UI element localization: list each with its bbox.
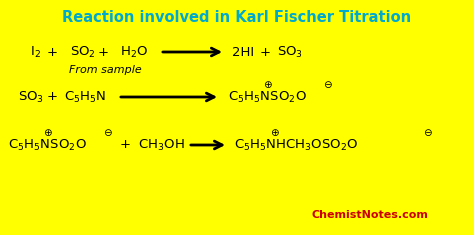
Text: H$_2$O: H$_2$O — [120, 44, 148, 59]
Text: +: + — [98, 46, 109, 59]
Text: +: + — [46, 90, 57, 103]
Text: From sample: From sample — [69, 65, 141, 75]
Text: SO$_3$: SO$_3$ — [277, 44, 303, 59]
Text: C$_5$H$_5$NHCH$_3$OSO$_2$O: C$_5$H$_5$NHCH$_3$OSO$_2$O — [234, 137, 358, 153]
Text: +: + — [46, 46, 57, 59]
Text: C$_5$H$_5$NSO$_2$O: C$_5$H$_5$NSO$_2$O — [228, 90, 307, 105]
Text: $\oplus$: $\oplus$ — [263, 79, 273, 90]
Text: $\ominus$: $\ominus$ — [103, 128, 113, 138]
Text: $\oplus$: $\oplus$ — [43, 128, 53, 138]
Text: $\ominus$: $\ominus$ — [423, 128, 433, 138]
Text: ChemistNotes.com: ChemistNotes.com — [311, 210, 428, 220]
Text: +: + — [259, 46, 271, 59]
Text: SO$_3$: SO$_3$ — [18, 90, 44, 105]
Text: Reaction involved in Karl Fischer Titration: Reaction involved in Karl Fischer Titrat… — [63, 9, 411, 24]
Text: I$_2$: I$_2$ — [30, 44, 41, 59]
Text: 2HI: 2HI — [232, 46, 254, 59]
Text: C$_5$H$_5$NSO$_2$O: C$_5$H$_5$NSO$_2$O — [8, 137, 87, 153]
Text: C$_5$H$_5$N: C$_5$H$_5$N — [64, 90, 107, 105]
Text: SO$_2$: SO$_2$ — [70, 44, 96, 59]
Text: $\oplus$: $\oplus$ — [270, 128, 280, 138]
Text: CH$_3$OH: CH$_3$OH — [138, 137, 185, 153]
Text: $\ominus$: $\ominus$ — [323, 79, 333, 90]
Text: +: + — [119, 138, 130, 152]
